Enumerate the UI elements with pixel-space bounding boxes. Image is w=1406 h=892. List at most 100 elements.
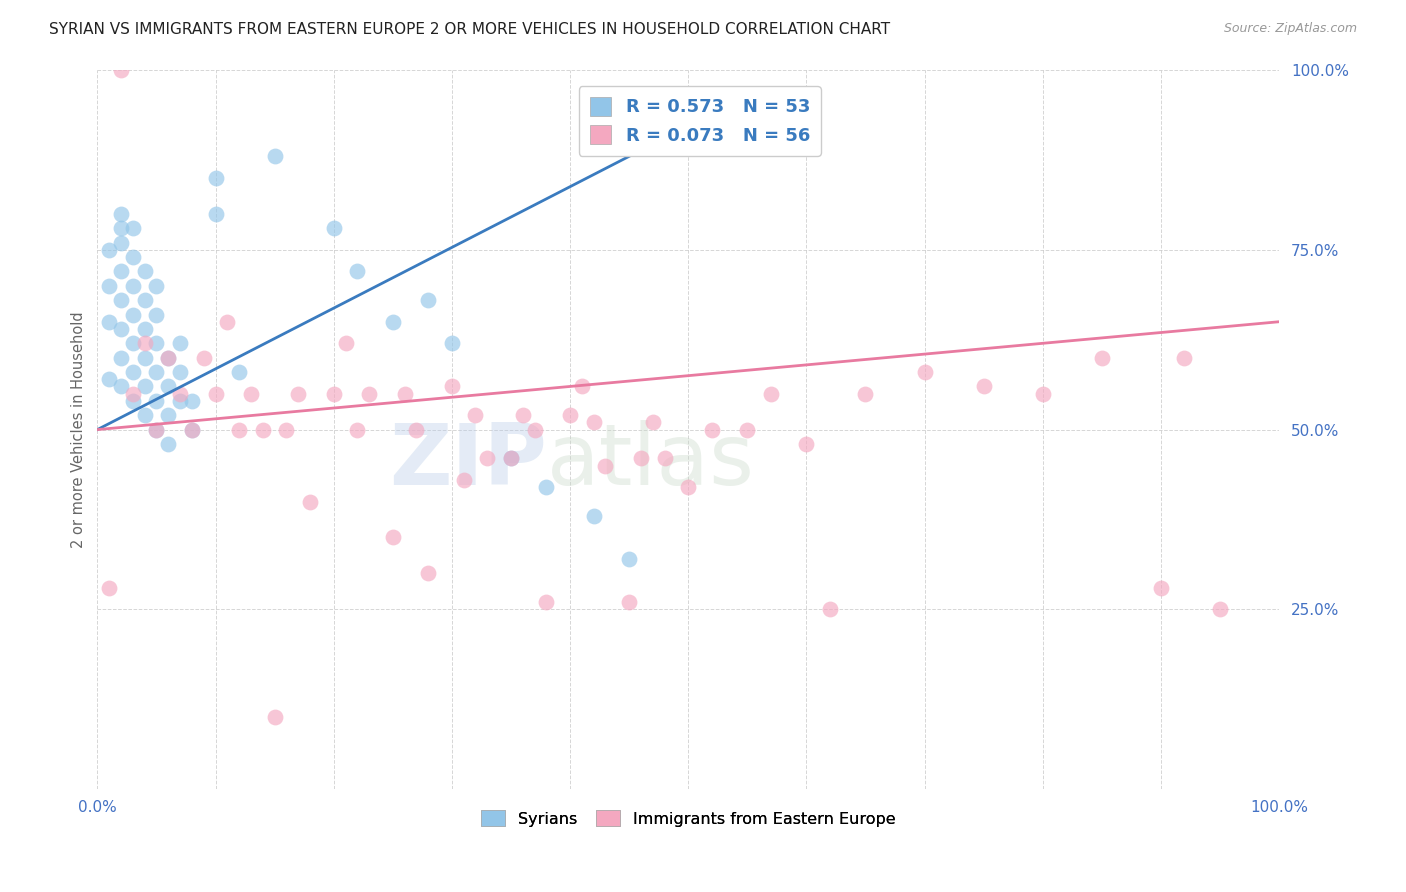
Point xyxy=(641,416,664,430)
Point xyxy=(145,365,167,379)
Point xyxy=(98,581,121,595)
Point xyxy=(98,372,121,386)
Point xyxy=(512,408,534,422)
Point xyxy=(169,336,191,351)
Point xyxy=(110,235,132,250)
Point xyxy=(110,351,132,365)
Point xyxy=(1091,351,1114,365)
Point xyxy=(394,386,416,401)
Point xyxy=(145,336,167,351)
Point xyxy=(322,221,344,235)
Point xyxy=(110,207,132,221)
Point xyxy=(110,293,132,308)
Text: ZIP: ZIP xyxy=(388,420,547,503)
Point xyxy=(110,264,132,278)
Point xyxy=(217,315,239,329)
Text: SYRIAN VS IMMIGRANTS FROM EASTERN EUROPE 2 OR MORE VEHICLES IN HOUSEHOLD CORRELA: SYRIAN VS IMMIGRANTS FROM EASTERN EUROPE… xyxy=(49,22,890,37)
Point xyxy=(405,423,427,437)
Point xyxy=(134,336,156,351)
Point xyxy=(735,423,758,437)
Point xyxy=(134,408,156,422)
Point xyxy=(180,423,202,437)
Point xyxy=(98,243,121,257)
Point xyxy=(440,379,463,393)
Point xyxy=(180,393,202,408)
Point xyxy=(571,379,593,393)
Point xyxy=(617,595,640,609)
Point xyxy=(536,595,558,609)
Point xyxy=(98,315,121,329)
Point xyxy=(914,365,936,379)
Point xyxy=(558,408,581,422)
Point xyxy=(818,602,841,616)
Legend: Syrians, Immigrants from Eastern Europe: Syrians, Immigrants from Eastern Europe xyxy=(475,804,901,833)
Point xyxy=(121,386,143,401)
Point xyxy=(157,408,180,422)
Point xyxy=(263,149,285,163)
Point xyxy=(582,508,605,523)
Point xyxy=(536,480,558,494)
Point xyxy=(121,221,143,235)
Point xyxy=(595,458,617,473)
Point xyxy=(121,365,143,379)
Point xyxy=(263,710,285,724)
Point xyxy=(134,293,156,308)
Point xyxy=(252,423,274,437)
Text: Source: ZipAtlas.com: Source: ZipAtlas.com xyxy=(1223,22,1357,36)
Point xyxy=(855,386,877,401)
Point xyxy=(204,207,226,221)
Point xyxy=(145,278,167,293)
Point xyxy=(346,423,368,437)
Point xyxy=(98,278,121,293)
Point xyxy=(477,451,499,466)
Point xyxy=(134,264,156,278)
Point xyxy=(346,264,368,278)
Point xyxy=(582,416,605,430)
Text: atlas: atlas xyxy=(547,420,755,503)
Point xyxy=(287,386,309,401)
Point xyxy=(973,379,995,393)
Point xyxy=(169,365,191,379)
Point xyxy=(1209,602,1232,616)
Point xyxy=(145,423,167,437)
Point xyxy=(157,437,180,451)
Point xyxy=(630,451,652,466)
Point xyxy=(381,531,404,545)
Point xyxy=(110,322,132,336)
Point xyxy=(169,393,191,408)
Point xyxy=(157,379,180,393)
Point xyxy=(145,308,167,322)
Y-axis label: 2 or more Vehicles in Household: 2 or more Vehicles in Household xyxy=(72,311,86,548)
Point xyxy=(617,552,640,566)
Point xyxy=(418,293,440,308)
Point xyxy=(204,386,226,401)
Point xyxy=(121,393,143,408)
Point xyxy=(157,351,180,365)
Point xyxy=(1150,581,1173,595)
Point xyxy=(700,423,723,437)
Point xyxy=(359,386,381,401)
Point xyxy=(335,336,357,351)
Point xyxy=(523,423,546,437)
Point xyxy=(759,386,782,401)
Point xyxy=(134,379,156,393)
Point xyxy=(239,386,262,401)
Point xyxy=(145,393,167,408)
Point xyxy=(180,423,202,437)
Point xyxy=(464,408,486,422)
Point xyxy=(299,494,322,508)
Point xyxy=(499,451,522,466)
Point xyxy=(121,278,143,293)
Point xyxy=(121,250,143,264)
Point xyxy=(654,451,676,466)
Point xyxy=(381,315,404,329)
Point xyxy=(110,63,132,78)
Point xyxy=(110,379,132,393)
Point xyxy=(453,473,475,487)
Point xyxy=(418,566,440,581)
Point xyxy=(499,451,522,466)
Point xyxy=(676,480,699,494)
Point xyxy=(322,386,344,401)
Point xyxy=(228,423,250,437)
Point xyxy=(193,351,215,365)
